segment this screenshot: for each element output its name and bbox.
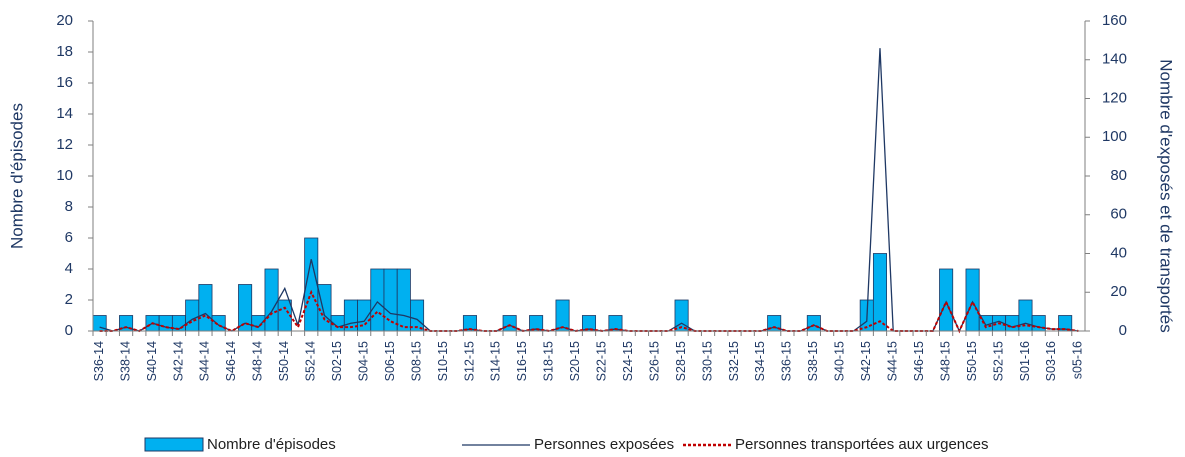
bar [251, 315, 266, 332]
x-tick-label: S04-15 [356, 341, 370, 381]
x-tick-label: S36-15 [780, 341, 794, 381]
x-tick-label: S42-14 [171, 341, 185, 381]
y2-tick-label: 160 [1102, 12, 1127, 29]
x-tick-label: S34-15 [753, 341, 767, 381]
x-tick-label: S50-15 [965, 341, 979, 381]
x-tick-label: S01-16 [1018, 341, 1032, 381]
x-tick-label: S02-15 [330, 341, 344, 381]
x-tick-label: S30-15 [700, 341, 714, 381]
x-tick-label: S26-15 [647, 341, 661, 381]
x-tick-label: S40-14 [145, 341, 159, 381]
bar [396, 268, 411, 332]
x-tick-label: S48-14 [251, 341, 265, 381]
y2-tick-label: 0 [1119, 322, 1127, 339]
x-tick-label: S12-15 [462, 341, 476, 381]
y2-tick-label: 100 [1102, 128, 1127, 145]
x-tick-label: S52-14 [304, 341, 318, 381]
y-axis-label: Nombre d'épisodes [7, 103, 26, 249]
bar [185, 299, 200, 332]
y-tick-label: 10 [56, 167, 73, 184]
y-tick-label: 4 [65, 260, 73, 277]
x-tick-label: S18-15 [542, 341, 556, 381]
bar [211, 315, 226, 332]
x-tick-label: S06-15 [383, 341, 397, 381]
x-tick-label: S10-15 [436, 341, 450, 381]
x-tick-label: S14-15 [489, 341, 503, 381]
legend-label: Personnes exposées [534, 436, 674, 453]
y-tick-label: 14 [56, 105, 73, 122]
y-tick-label: 0 [65, 322, 73, 339]
x-tick-label: S48-15 [938, 341, 952, 381]
x-tick-label: S46-15 [912, 341, 926, 381]
y-tick-label: 8 [65, 198, 73, 215]
bar [965, 268, 980, 332]
bar [317, 284, 332, 332]
x-tick-label: s05-16 [1071, 341, 1085, 379]
x-tick-label: S36-14 [92, 341, 106, 381]
y2-tick-label: 120 [1102, 89, 1127, 106]
x-tick-label: S20-15 [568, 341, 582, 381]
x-tick-label: S52-15 [991, 341, 1005, 381]
y-tick-label: 2 [65, 291, 73, 308]
bar [502, 315, 517, 332]
x-tick-label: S08-15 [409, 341, 423, 381]
y-tick-label: 20 [56, 12, 73, 29]
x-tick-label: S42-15 [859, 341, 873, 381]
legend-label: Nombre d'épisodes [207, 436, 336, 453]
x-tick-label: S40-15 [833, 341, 847, 381]
x-tick-label: S38-15 [806, 341, 820, 381]
y2-tick-label: 20 [1110, 283, 1127, 300]
x-tick-label: S28-15 [674, 341, 688, 381]
y-tick-label: 12 [56, 136, 73, 153]
y2-tick-label: 80 [1110, 167, 1127, 184]
x-tick-label: S46-14 [224, 341, 238, 381]
legend-swatch [144, 437, 204, 452]
bar [264, 268, 279, 332]
y-tick-label: 18 [56, 43, 73, 60]
x-tick-label: S03-16 [1044, 341, 1058, 381]
y2-tick-label: 60 [1110, 206, 1127, 223]
bar [1005, 315, 1020, 332]
bar [806, 315, 821, 332]
x-tick-label: S22-15 [595, 341, 609, 381]
y-tick-label: 6 [65, 229, 73, 246]
bar [939, 268, 954, 332]
x-tick-label: S24-15 [621, 341, 635, 381]
bar [383, 268, 398, 332]
y2-tick-label: 140 [1102, 51, 1127, 68]
x-tick-label: S50-14 [277, 341, 291, 381]
y2-tick-label: 40 [1110, 244, 1127, 261]
x-tick-label: S32-15 [727, 341, 741, 381]
y2-axis-label: Nombre d'exposés et de transportés [1157, 59, 1176, 333]
x-tick-label: S16-15 [515, 341, 529, 381]
legend-label: Personnes transportées aux urgences [735, 436, 988, 453]
x-tick-label: S44-14 [198, 341, 212, 381]
bar [158, 315, 173, 332]
y-tick-label: 16 [56, 74, 73, 91]
x-tick-label: S44-15 [886, 341, 900, 381]
bar [198, 284, 213, 332]
bar [872, 253, 888, 332]
x-tick-label: S38-14 [118, 341, 132, 381]
bar [370, 268, 385, 332]
